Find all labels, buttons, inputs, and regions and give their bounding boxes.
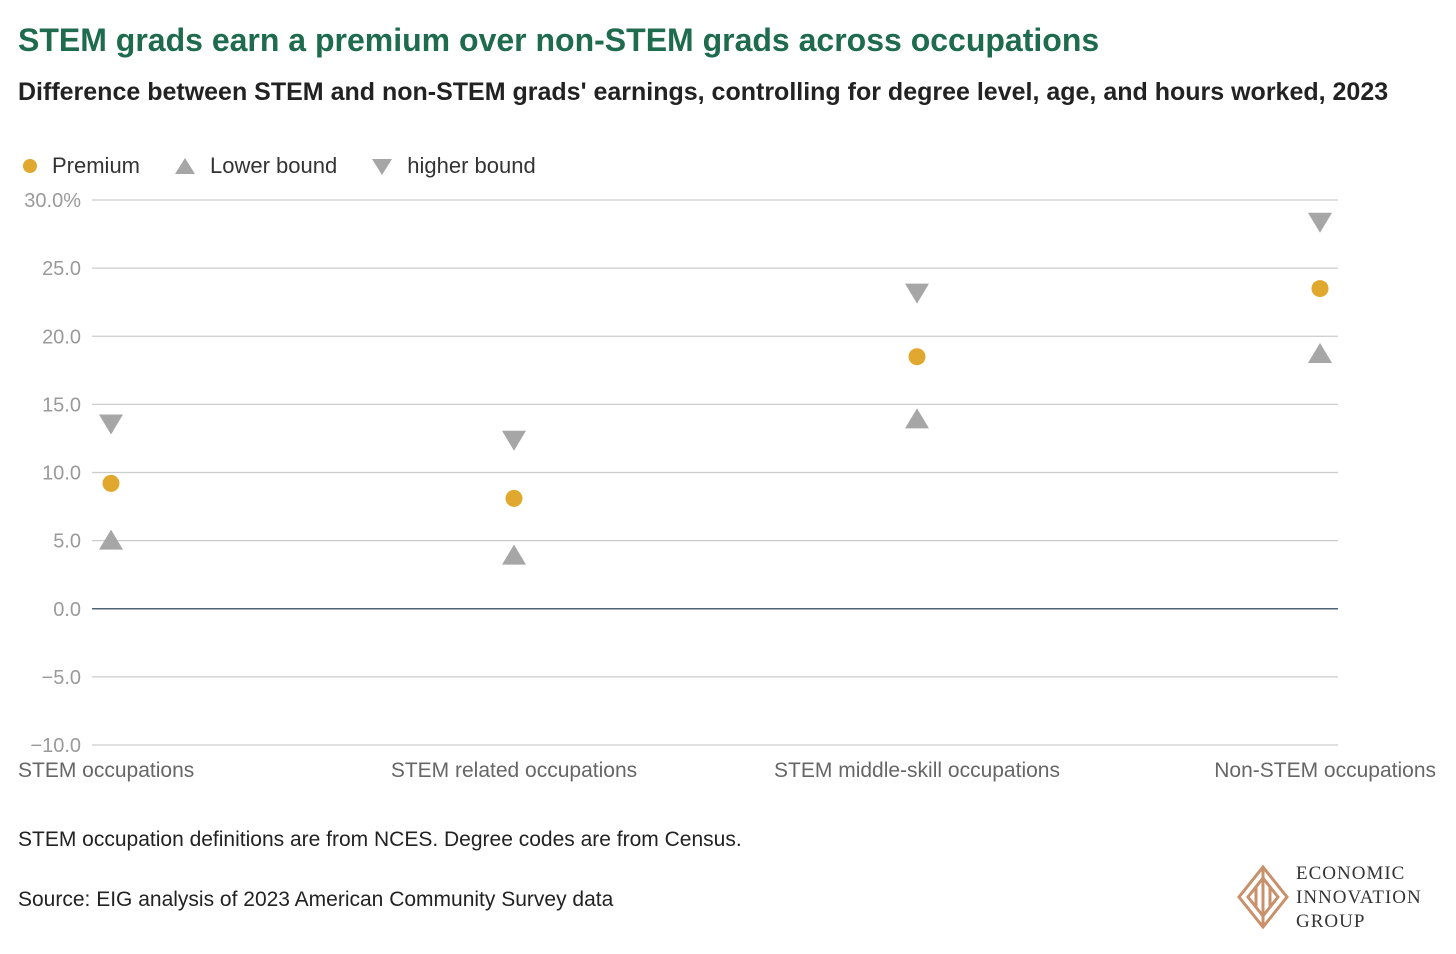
scatter-chart: 30.0% 25.0 20.0 15.0 10.0 5.0 0.0 −5.0 −10.0 STE… — [18, 190, 1436, 782]
x-category-label: Non-STEM occupations — [1214, 759, 1436, 782]
higher-bound-point — [1308, 212, 1332, 233]
higher-bound-point — [905, 283, 929, 304]
y-tick-label: 5.0 — [53, 531, 81, 553]
x-category-label: STEM related occupations — [391, 759, 637, 782]
x-axis-category-labels: STEM occupations STEM related occupations… — [18, 759, 1436, 782]
y-tick-label: −10.0 — [30, 735, 81, 757]
logo-line-2: INNOVATION — [1296, 887, 1422, 908]
higher-bound-point — [99, 414, 123, 435]
legend-item-lower-bound: Lower bound — [174, 153, 337, 179]
legend-item-higher-bound: higher bound — [371, 153, 536, 179]
circle-marker-icon — [23, 159, 37, 173]
y-tick-label: 20.0 — [42, 326, 81, 348]
chart-subtitle: Difference between STEM and non-STEM gra… — [18, 78, 1389, 106]
triangle-down-marker-icon — [372, 159, 393, 175]
legend-item-premium: Premium — [22, 153, 140, 179]
lower-bound-point — [99, 529, 123, 550]
premium-point — [1311, 280, 1329, 298]
x-category-label: STEM middle-skill occupations — [774, 759, 1060, 782]
logo-wordmark: ECONOMIC INNOVATION GROUP — [1296, 862, 1422, 934]
y-axis-tick-labels: 30.0% 25.0 20.0 15.0 10.0 5.0 0.0 −5.0 −10.0 — [24, 190, 81, 757]
lower-bound-point — [1308, 342, 1332, 363]
higher-bound-point — [502, 430, 526, 451]
gridlines — [92, 199, 1338, 746]
source-note: Source: EIG analysis of 2023 American Co… — [18, 888, 614, 911]
diamond-logo-icon — [1237, 864, 1289, 930]
legend-label-higher-bound: higher bound — [407, 153, 536, 178]
y-tick-label: 15.0 — [42, 394, 81, 416]
legend: Premium Lower bound higher bound — [22, 152, 570, 180]
triangle-up-marker-icon — [175, 158, 196, 174]
y-tick-label: 25.0 — [42, 258, 81, 280]
y-tick-label: 10.0 — [42, 463, 81, 485]
lower-bound-point — [502, 544, 526, 565]
y-tick-label: −5.0 — [42, 667, 81, 689]
premium-point — [505, 489, 523, 507]
legend-label-lower-bound: Lower bound — [210, 153, 338, 178]
premium-point — [908, 348, 926, 366]
chart-title: STEM grads earn a premium over non-STEM … — [18, 22, 1100, 58]
data-markers — [99, 212, 1332, 565]
footnote: STEM occupation definitions are from NCE… — [18, 828, 742, 851]
x-category-label: STEM occupations — [18, 759, 194, 782]
premium-point — [102, 474, 120, 492]
y-tick-label: 30.0% — [24, 190, 81, 212]
logo-line-3: GROUP — [1296, 911, 1366, 932]
lower-bound-point — [905, 408, 929, 429]
legend-label-premium: Premium — [52, 153, 141, 178]
y-tick-label: 0.0 — [53, 599, 81, 621]
logo-line-1: ECONOMIC — [1296, 863, 1406, 884]
eig-logo: ECONOMIC INNOVATION GROUP — [1236, 862, 1446, 934]
